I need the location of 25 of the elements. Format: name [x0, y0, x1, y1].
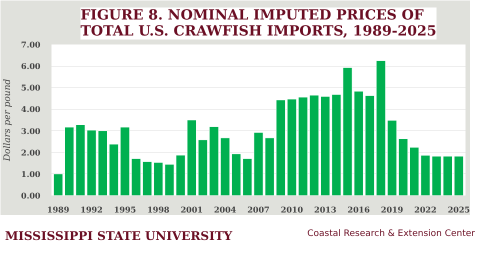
y-tick-label: 1.00 — [21, 168, 41, 179]
x-tick-label: 2019 — [380, 204, 404, 214]
x-tick-label: 2001 — [180, 204, 203, 214]
x-tick-label: 2016 — [348, 204, 370, 214]
chart-title: FIGURE 8. NOMINAL IMPUTED PRICES OF TOTAL U.S. CRAWFISH IMPORTS, 1989-2025 — [80, 8, 437, 40]
y-tick-label: 6.00 — [21, 61, 41, 72]
x-tick-label: 2013 — [314, 204, 337, 214]
y-tick-label: 4.00 — [21, 104, 41, 114]
x-tick-label: 1998 — [147, 204, 170, 214]
x-tick-label: 2004 — [214, 204, 237, 214]
text: MISSISSIPPI STATE UNIVERSITY — [5, 228, 232, 245]
x-tick-label: 2007 — [247, 204, 270, 214]
x-tick-label: 1992 — [80, 204, 103, 214]
text: Coastal Research & Extension Center — [307, 228, 475, 241]
y-tick-label: 0.00 — [21, 190, 41, 200]
x-tick-label: 2010 — [280, 204, 304, 214]
x-tick-label: 1989 — [47, 204, 70, 214]
y-tick-label: 7.00 — [21, 40, 41, 50]
y-axis-title: Dollars per pound — [3, 78, 14, 162]
y-tick-label: 5.00 — [21, 82, 41, 93]
x-tick-label: 2022 — [414, 204, 437, 214]
y-tick-label: 3.00 — [21, 126, 41, 136]
y-tick-label: 2.00 — [21, 147, 41, 158]
x-tick-label: 1995 — [114, 204, 136, 214]
x-tick-label: 2025 — [448, 204, 470, 214]
